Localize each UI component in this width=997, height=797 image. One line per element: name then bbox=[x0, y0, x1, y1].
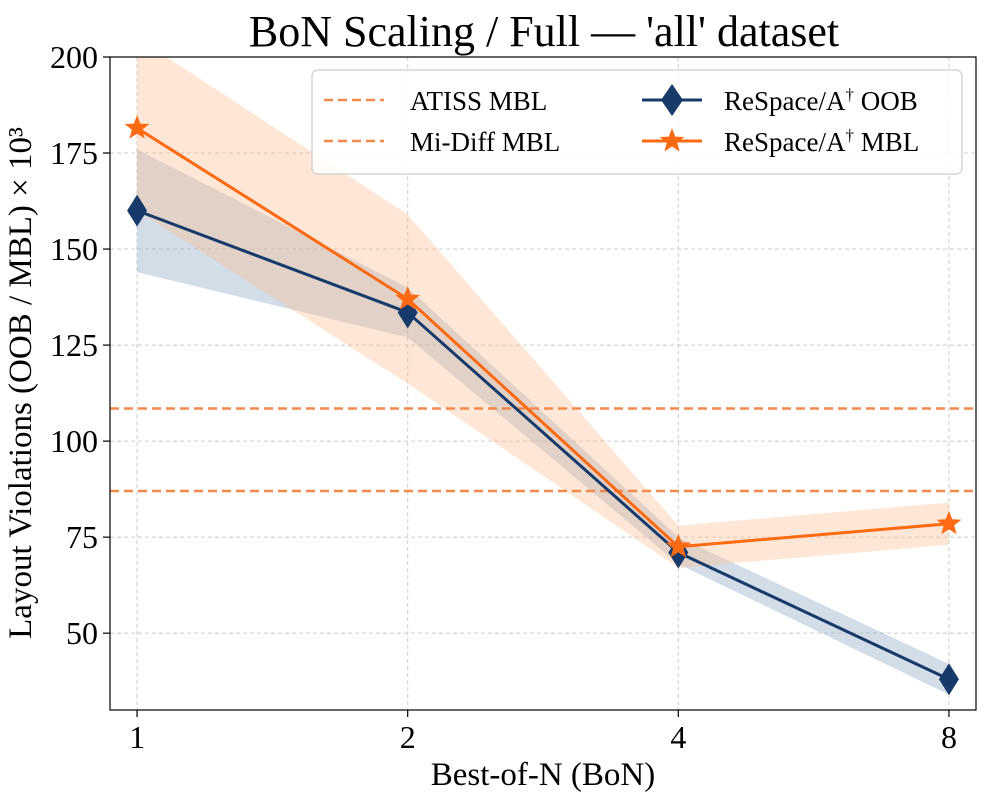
oob-point-bon-1 bbox=[127, 194, 148, 227]
legend-mbl-tail: MBL bbox=[854, 127, 919, 157]
mbl-point-bon-2 bbox=[395, 286, 421, 310]
legend-oob-dagger: † bbox=[845, 85, 854, 104]
x-tick-label-4: 4 bbox=[670, 719, 686, 755]
baseline-lines bbox=[110, 407, 976, 493]
oob-series-line bbox=[136, 209, 950, 681]
x-axis-label: Best-of-N (BoN) bbox=[431, 757, 656, 793]
y-tick-label-100: 100 bbox=[50, 423, 98, 459]
y-tick-label-50: 50 bbox=[66, 615, 98, 651]
series-lines bbox=[124, 115, 962, 696]
legend: ATISS MBL Mi-Diff MBL ReSpace/A† OOB ReS… bbox=[311, 69, 963, 175]
y-axis-label: Layout Violations (OOB / MBL) × 10³ bbox=[3, 127, 39, 639]
legend-mbl-dagger: † bbox=[845, 126, 854, 145]
y-tick-label-125: 125 bbox=[50, 327, 98, 363]
y-tick-label-75: 75 bbox=[66, 519, 98, 555]
legend-oob-tail: OOB bbox=[854, 86, 918, 116]
legend-oob-name: ReSpace/A bbox=[724, 86, 846, 116]
axis-ticks: 50 75 100 125 150 175 200 1 2 4 8 bbox=[50, 39, 957, 755]
y-tick-label-175: 175 bbox=[50, 135, 98, 171]
mbl-point-bon-8 bbox=[936, 510, 962, 535]
legend-oob-marker bbox=[661, 84, 683, 116]
mbl-point-bon-1 bbox=[124, 115, 150, 139]
x-tick-label-1: 1 bbox=[129, 719, 145, 755]
oob-point-bon-8 bbox=[938, 663, 959, 696]
mbl-point-bon-4 bbox=[665, 533, 691, 558]
legend-mbl-name: ReSpace/A bbox=[724, 127, 846, 157]
legend-box bbox=[311, 69, 963, 175]
plot-frame bbox=[109, 56, 977, 711]
mbl-confidence-band bbox=[137, 57, 949, 568]
y-tick-label-200: 200 bbox=[50, 39, 98, 75]
legend-mbl-label: ReSpace/A† MBL bbox=[724, 126, 919, 157]
legend-midiff-label: Mi-Diff MBL bbox=[410, 127, 560, 157]
x-tick-label-2: 2 bbox=[400, 719, 416, 755]
legend-oob-label: ReSpace/A† OOB bbox=[724, 85, 918, 116]
x-tick-label-8: 8 bbox=[941, 719, 957, 755]
legend-mbl-marker bbox=[659, 128, 685, 152]
legend-atiss-label: ATISS MBL bbox=[410, 86, 547, 116]
chart-title: BoN Scaling / Full — 'all' dataset bbox=[249, 7, 839, 56]
y-tick-label-150: 150 bbox=[50, 231, 98, 267]
mbl-series-line bbox=[136, 126, 950, 549]
